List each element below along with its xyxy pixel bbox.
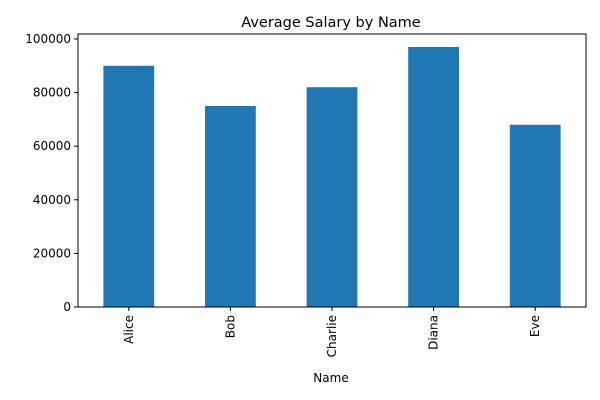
x-tick-label-charlie: Charlie — [325, 315, 339, 357]
y-tick-label: 60000 — [33, 139, 71, 153]
bar-eve — [509, 124, 561, 307]
bars-layer — [103, 47, 561, 308]
y-tick-label: 80000 — [33, 86, 71, 100]
x-tick-label-eve: Eve — [528, 315, 542, 337]
plot-frame — [77, 33, 587, 308]
chart-title: Average Salary by Name — [241, 15, 421, 31]
y-tick-label: 0 — [63, 300, 71, 314]
y-axis-ticks: 0 20000 40000 60000 80000 100000 — [25, 32, 78, 314]
x-axis-label: Name — [313, 371, 348, 385]
y-tick-label: 100000 — [25, 32, 71, 46]
x-tick-label-bob: Bob — [223, 315, 237, 338]
x-tick-label-alice: Alice — [122, 315, 136, 344]
bar-bob — [205, 105, 256, 307]
x-tick-label-diana: Diana — [427, 315, 441, 350]
y-tick-label: 20000 — [33, 246, 71, 260]
x-axis-ticks: Alice Bob Charlie Diana Eve — [122, 307, 542, 357]
bar-charlie — [306, 87, 358, 308]
bar-diana — [408, 47, 459, 307]
bar-alice — [103, 65, 155, 308]
y-tick-label: 40000 — [33, 193, 71, 207]
